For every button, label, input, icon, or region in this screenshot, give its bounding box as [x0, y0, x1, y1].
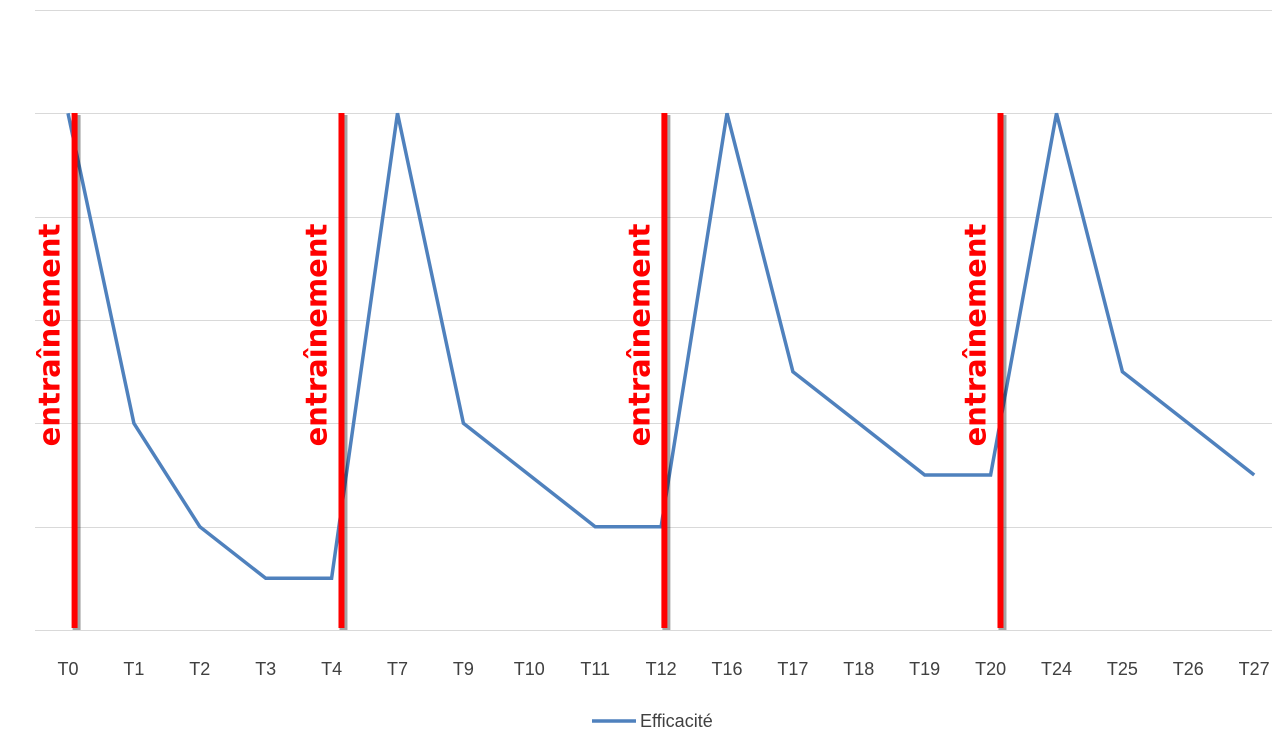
x-tick-label: T27	[1239, 659, 1270, 679]
x-tick-label: T11	[580, 659, 610, 679]
x-tick-label: T7	[387, 659, 408, 679]
x-tick-label: T0	[57, 659, 78, 679]
training-label: entraînement	[622, 224, 656, 447]
x-tick-label: T2	[189, 659, 210, 679]
x-tick-label: T18	[843, 659, 874, 679]
x-tick-label: T4	[321, 659, 342, 679]
x-tick-label: T19	[909, 659, 940, 679]
x-tick-label: T26	[1173, 659, 1204, 679]
x-axis-tick-labels: T0 T1 T2 T3 T4 T7 T9 T10 T11 T12 T16 T17 T18 T19 T20 T2…	[57, 659, 1269, 679]
x-tick-label: T24	[1041, 659, 1072, 679]
series-line-efficacite	[66, 112, 1256, 581]
training-label: entraînement	[958, 224, 992, 447]
legend-label-efficacite: Efficacité	[640, 711, 713, 731]
x-tick-label: T17	[777, 659, 808, 679]
x-tick-label: T1	[123, 659, 144, 679]
series-group	[66, 112, 1256, 581]
x-tick-label: T20	[975, 659, 1006, 679]
training-label: entraînement	[33, 224, 67, 447]
x-tick-label: T10	[514, 659, 545, 679]
x-tick-label: T25	[1107, 659, 1138, 679]
x-tick-label: T3	[255, 659, 276, 679]
training-label: entraînement	[299, 224, 333, 447]
x-tick-label: T16	[711, 659, 742, 679]
training-annotations: entraînement entraînement entraînement entr…	[33, 113, 1007, 630]
x-tick-label: T12	[646, 659, 677, 679]
gridlines	[35, 10, 1272, 631]
legend: Efficacité	[592, 711, 713, 731]
x-tick-label: T9	[453, 659, 474, 679]
